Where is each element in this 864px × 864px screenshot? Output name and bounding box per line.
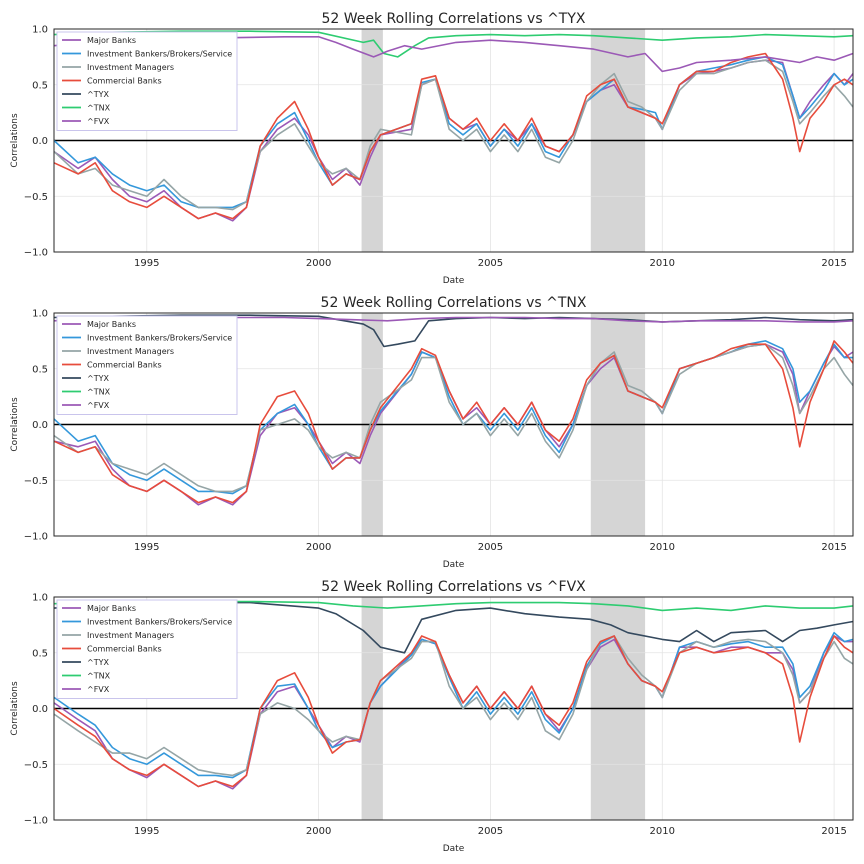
chart-panel-2: 1995 2000 2005 2010 2015 −1.0 −0.5 0.0 0.5 1.0 52 …: [10, 295, 854, 570]
legend-label: ^FVX: [87, 117, 110, 126]
legend-box: [56, 315, 238, 415]
x-tick-label: 2005: [478, 258, 503, 269]
series-line: [53, 635, 854, 777]
legend-label: ^TYX: [87, 374, 109, 383]
legend-label: Investment Bankers/Brokers/Service: [87, 50, 232, 59]
x-tick-label: 2015: [821, 542, 846, 553]
x-tick-label: 2015: [821, 258, 846, 269]
legend-label: Investment Managers: [87, 63, 174, 72]
chart-title: 52 Week Rolling Correlations vs ^FVX: [321, 579, 586, 595]
legend-label: ^TYX: [87, 90, 109, 99]
y-tick-label: −0.5: [24, 760, 48, 771]
y-tick-label: 0.0: [32, 704, 48, 715]
chart-panel-3: 1995 2000 2005 2010 2015 −1.0 −0.5 0.0 0.5 1.0 52 …: [10, 579, 854, 854]
y-tick-label: −1.0: [24, 532, 48, 543]
y-tick-label: −0.5: [24, 476, 48, 487]
y-tick-label: 0.5: [32, 648, 48, 659]
series-line: [53, 343, 854, 493]
y-tick-label: 0.0: [32, 420, 48, 431]
legend-label: ^FVX: [87, 401, 110, 410]
legend-label: Commercial Banks: [87, 77, 162, 86]
legend-label: ^TNX: [87, 388, 111, 397]
series-line: [53, 635, 854, 788]
x-axis-label: Date: [443, 844, 465, 854]
legend-label: Investment Bankers/Brokers/Service: [87, 334, 232, 343]
legend-label: ^TYX: [87, 658, 109, 667]
series-line: [53, 59, 854, 211]
y-tick-label: 0.0: [32, 136, 48, 147]
chart-panel-1: 1995 2000 2005 2010 2015 −1.0 −0.5 0.0 0.5 1.0 52 …: [10, 11, 854, 286]
x-tick-label: 2000: [306, 542, 331, 553]
x-tick-label: 2010: [650, 542, 675, 553]
legend-label: Commercial Banks: [87, 645, 162, 654]
y-tick-label: 1.0: [32, 25, 48, 36]
legend-label: Commercial Banks: [87, 361, 162, 370]
axes-frame: [53, 596, 854, 821]
chart-title: 52 Week Rolling Correlations vs ^TYX: [321, 11, 585, 27]
x-tick-label: 2000: [306, 258, 331, 269]
series-line: [53, 52, 854, 220]
x-tick-label: 2015: [821, 826, 846, 837]
y-axis-label: Correlations: [10, 113, 20, 168]
y-tick-label: 1.0: [32, 309, 48, 320]
legend-label: ^TNX: [87, 104, 111, 113]
chart-title: 52 Week Rolling Correlations vs ^TNX: [321, 295, 587, 311]
x-axis-label: Date: [443, 276, 465, 286]
series-line: [53, 601, 854, 654]
y-tick-label: 0.5: [32, 80, 48, 91]
series-line: [53, 316, 854, 323]
series-line: [53, 631, 854, 779]
x-tick-label: 2010: [650, 258, 675, 269]
legend-label: Major Banks: [87, 604, 136, 613]
y-tick-label: −1.0: [24, 248, 48, 259]
x-tick-label: 1995: [134, 258, 159, 269]
legend-label: Investment Bankers/Brokers/Service: [87, 618, 232, 627]
x-tick-label: 2010: [650, 826, 675, 837]
legend-label: Major Banks: [87, 36, 136, 45]
x-tick-label: 1995: [134, 542, 159, 553]
y-tick-label: −0.5: [24, 192, 48, 203]
axes-frame: [53, 312, 854, 537]
legend-label: Investment Managers: [87, 631, 174, 640]
series-line: [53, 36, 854, 73]
x-tick-label: 2005: [478, 826, 503, 837]
legend-box: [56, 599, 238, 699]
legend-label: ^TNX: [87, 672, 111, 681]
legend-label: ^FVX: [87, 685, 110, 694]
axes-frame: [53, 28, 854, 253]
y-tick-label: 0.5: [32, 364, 48, 375]
y-tick-label: −1.0: [24, 816, 48, 827]
y-axis-label: Correlations: [10, 681, 20, 736]
legend-label: Investment Managers: [87, 347, 174, 356]
legend-box: [56, 31, 238, 131]
y-axis-label: Correlations: [10, 397, 20, 452]
x-tick-label: 2005: [478, 542, 503, 553]
y-tick-label: 1.0: [32, 593, 48, 604]
legend-label: Major Banks: [87, 320, 136, 329]
series-line: [53, 600, 854, 612]
x-axis-label: Date: [443, 560, 465, 570]
series-line: [53, 30, 854, 58]
x-tick-label: 1995: [134, 826, 159, 837]
series-line: [53, 340, 854, 504]
x-tick-label: 2000: [306, 826, 331, 837]
